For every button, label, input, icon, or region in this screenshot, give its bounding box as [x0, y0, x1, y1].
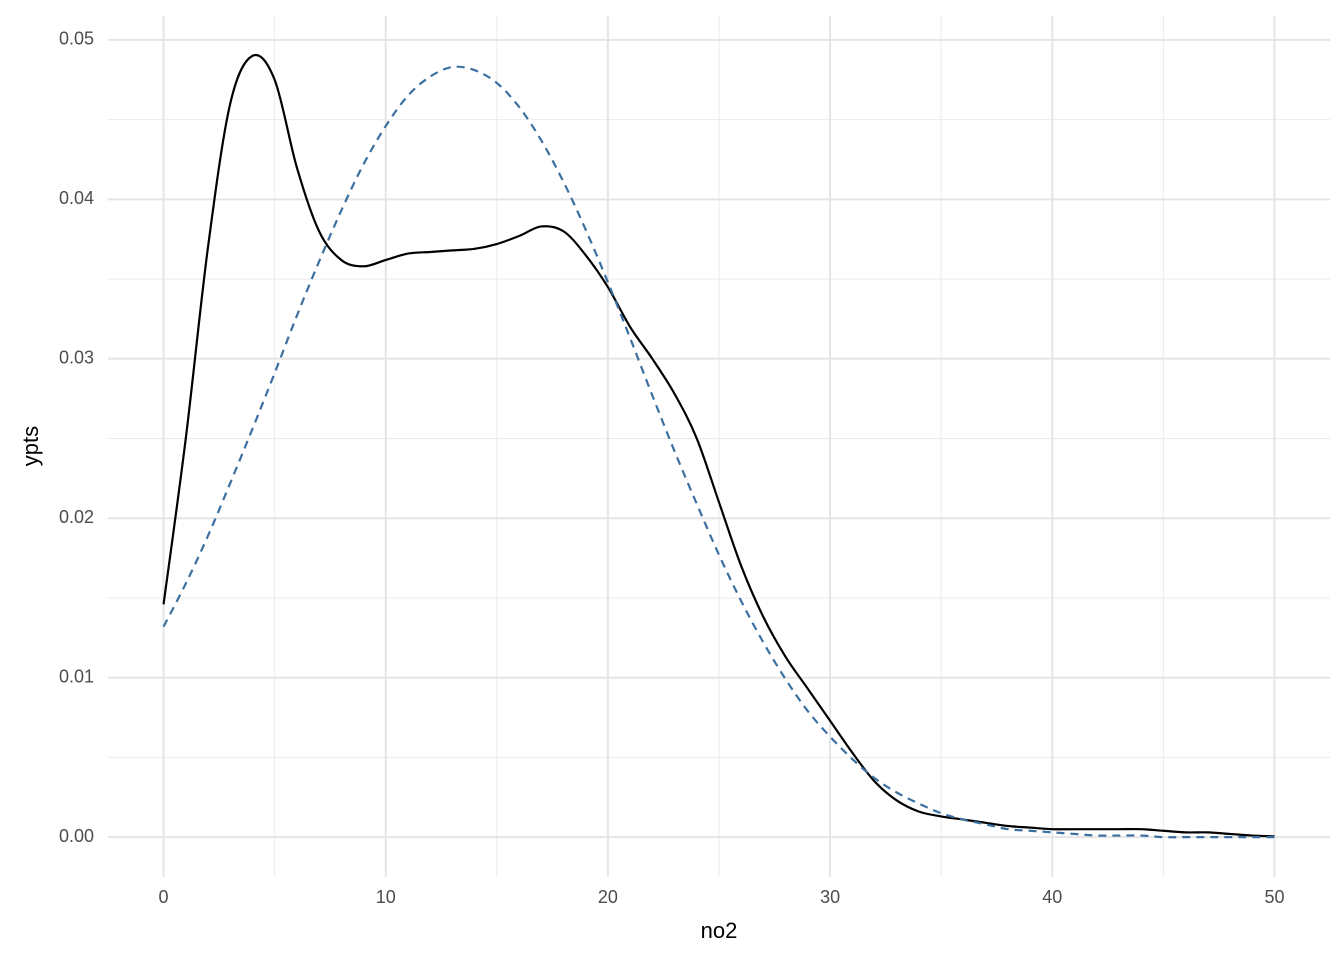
x-tick-label: 30 — [820, 887, 840, 907]
density-line — [162, 65, 1275, 839]
y-tick-label: 0.01 — [59, 666, 94, 686]
y-tick-label: 0.02 — [59, 507, 94, 527]
x-tick-label: 50 — [1264, 887, 1284, 907]
y-tick-label: 0.05 — [59, 29, 94, 49]
x-tick-label: 20 — [598, 887, 618, 907]
y-tick-label: 0.00 — [59, 826, 94, 846]
y-axis-title: ypts — [18, 426, 43, 466]
density-line — [162, 53, 1275, 838]
x-tick-label: 10 — [376, 887, 396, 907]
x-axis-title: no2 — [701, 918, 738, 943]
y-tick-label: 0.03 — [59, 348, 94, 368]
x-tick-label: 40 — [1042, 887, 1062, 907]
x-tick-label: 0 — [159, 887, 169, 907]
y-tick-label: 0.04 — [59, 188, 94, 208]
